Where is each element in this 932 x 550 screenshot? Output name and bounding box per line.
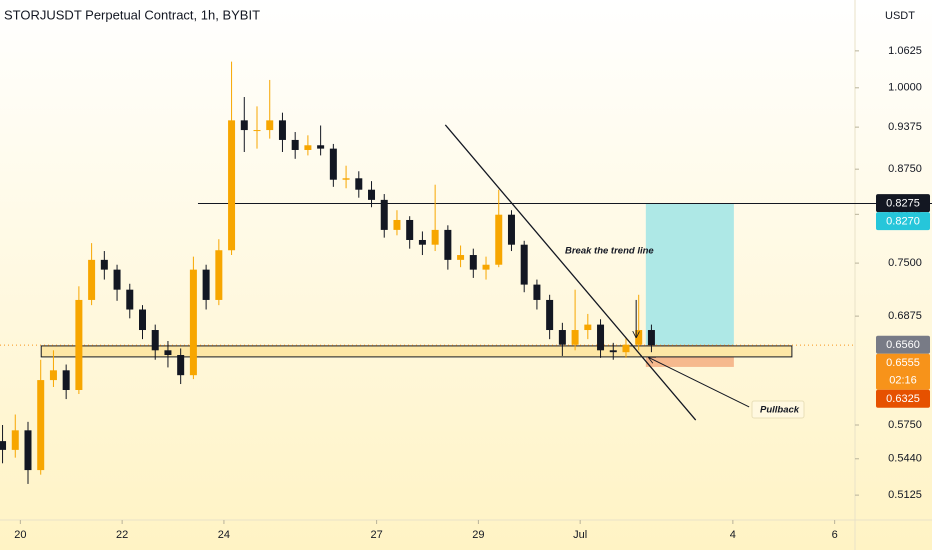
x-tick-label: 24 (218, 529, 230, 541)
candle-body (457, 255, 465, 260)
candle-body (406, 219, 414, 240)
candle-body (11, 430, 19, 450)
chart-title: STORJUSDT Perpetual Contract, 1h, BYBIT (4, 7, 260, 22)
price-badge-label: 0.6560 (886, 339, 920, 351)
candle-body (418, 239, 426, 245)
candle-body (622, 344, 630, 353)
candle-body (151, 330, 159, 351)
x-tick-label: 6 (832, 529, 838, 541)
candle-body (597, 324, 605, 351)
candle-body (647, 330, 655, 346)
y-tick-label: 0.5125 (888, 489, 922, 501)
price-badge (876, 335, 930, 354)
x-tick-label: 27 (370, 529, 382, 541)
candle-body (342, 178, 350, 180)
candle-body (431, 229, 439, 245)
trend-line (444, 124, 697, 421)
price-badge (876, 212, 930, 231)
annotation-arrow (649, 358, 750, 408)
candle-body (546, 299, 554, 331)
candle-body (88, 259, 96, 300)
price-badge-label: 0.8275 (886, 198, 920, 210)
y-tick-label: 1.0000 (888, 82, 922, 94)
y-tick-label: 0.6875 (888, 310, 922, 322)
candle-body (100, 259, 108, 270)
currency-label: USDT (885, 10, 915, 22)
candle-body (164, 350, 172, 356)
candle-body (609, 350, 617, 353)
x-tick-label: Jul (573, 529, 587, 541)
candle-body (520, 244, 528, 285)
candle-body (49, 370, 57, 381)
candle-body (253, 130, 261, 132)
candle-body (278, 120, 286, 140)
annotation-text: Pullback (760, 405, 800, 416)
price-badge (876, 194, 930, 213)
candle-body (355, 178, 363, 190)
candle-body (75, 299, 83, 391)
price-badge-timer: 02:16 (889, 375, 917, 387)
candle-body (469, 255, 477, 270)
candle-body (393, 219, 401, 230)
x-tick-label: 20 (14, 529, 26, 541)
price-badge-label: 0.6325 (886, 393, 920, 405)
candle-body (266, 120, 274, 131)
candle-body (533, 284, 541, 300)
candle-body (368, 189, 376, 200)
candle-body (37, 380, 45, 471)
annotation-box (751, 400, 805, 419)
candle-body (329, 148, 337, 180)
price-badge-label: 0.8270 (886, 216, 920, 228)
candle-body (291, 139, 299, 150)
candle-body (0, 441, 7, 450)
candle-body (380, 199, 388, 230)
candle-body (304, 145, 312, 150)
annotation-text: Break the trend line (565, 246, 654, 257)
candle-body (444, 229, 452, 260)
y-tick-label: 0.5750 (888, 419, 922, 431)
candle-body (215, 250, 223, 300)
candle-body (228, 120, 236, 251)
candle-body (571, 330, 579, 345)
candle-body (240, 120, 248, 131)
price-badge-label: 0.6555 (886, 357, 920, 369)
y-tick-label: 0.5440 (888, 453, 922, 465)
candle-body (482, 264, 490, 270)
x-tick-label: 22 (116, 529, 128, 541)
candle-body (139, 309, 146, 331)
y-tick-label: 0.7500 (888, 257, 922, 269)
candle-body (24, 430, 32, 471)
target-zone (645, 203, 734, 346)
x-tick-label: 4 (730, 529, 736, 541)
candle-body (177, 355, 185, 376)
y-tick-label: 0.8750 (888, 163, 922, 175)
y-tick-label: 1.0625 (888, 45, 922, 57)
candle-body (317, 145, 325, 149)
candle-body (62, 370, 70, 391)
candle-body (202, 269, 210, 300)
x-tick-label: 29 (472, 529, 484, 541)
price-badge (876, 353, 930, 390)
candle-body (113, 269, 121, 290)
candle-body (189, 269, 197, 376)
candle-body (507, 214, 515, 245)
candle-body (126, 289, 134, 310)
candle-body (558, 330, 566, 345)
price-badge (876, 389, 930, 408)
candle-body (584, 324, 592, 331)
support-zone (40, 345, 793, 358)
candle-body (495, 214, 503, 265)
y-tick-label: 0.9375 (888, 121, 922, 133)
